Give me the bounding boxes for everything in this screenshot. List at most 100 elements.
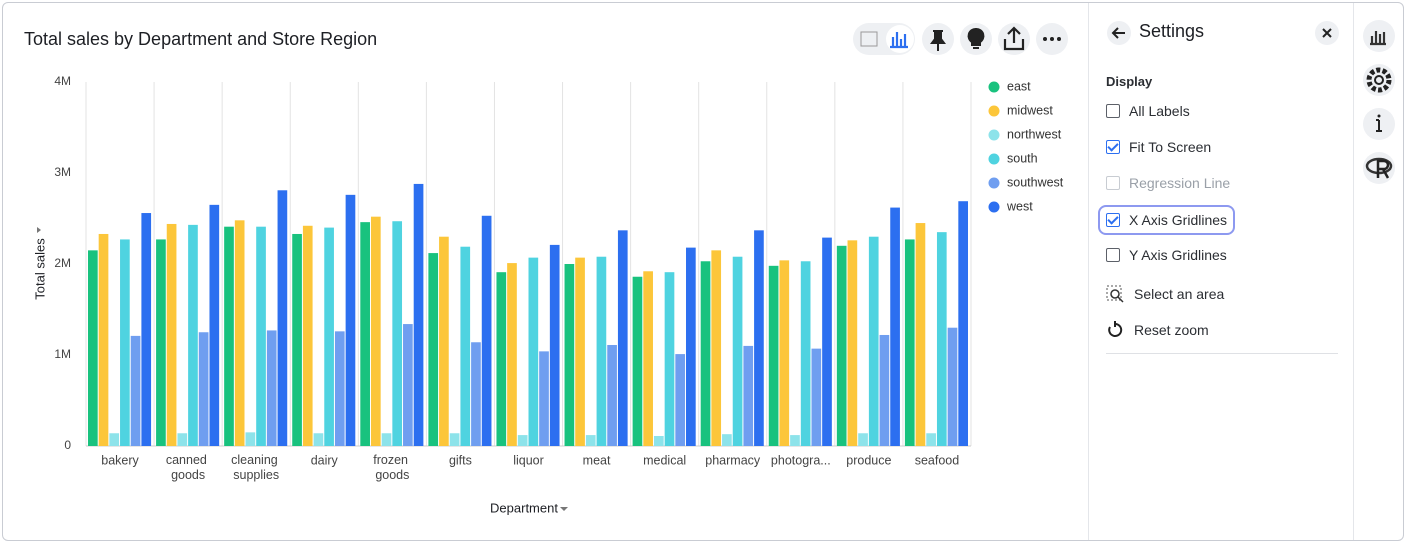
bar <box>653 435 664 446</box>
bar <box>879 334 890 446</box>
bar <box>836 245 847 446</box>
bar <box>370 216 381 446</box>
bar <box>743 345 754 446</box>
y-tick-label: 0 <box>64 438 71 452</box>
checkbox[interactable] <box>1106 104 1120 118</box>
bar <box>632 276 643 446</box>
bar <box>947 327 958 446</box>
option-label: Fit To Screen <box>1129 139 1212 155</box>
bar <box>904 239 915 446</box>
chart-title: Total sales by Department and Store Regi… <box>24 29 377 49</box>
bar <box>413 183 424 447</box>
checkbox[interactable] <box>1106 213 1120 227</box>
select-area[interactable]: Select an area <box>1106 282 1224 306</box>
checkbox[interactable] <box>1106 140 1120 154</box>
bar <box>549 244 560 446</box>
bar <box>496 272 507 446</box>
bar <box>800 261 811 446</box>
bar <box>245 432 256 446</box>
bar <box>675 354 686 446</box>
bar <box>141 213 152 446</box>
legend-label: south <box>1007 151 1038 165</box>
bar <box>575 257 585 446</box>
bar <box>209 204 220 446</box>
x-tick-label: frozen goods <box>373 453 411 482</box>
bar <box>428 253 439 446</box>
option-label: X Axis Gridlines <box>1129 212 1228 228</box>
bar <box>664 272 675 446</box>
panel-title: Settings <box>1139 21 1205 41</box>
bar <box>98 233 109 446</box>
pin-icon <box>930 30 946 51</box>
bar <box>302 225 313 446</box>
panel-header <box>1107 21 1339 45</box>
option[interactable]: X Axis Gridlines <box>1097 205 1236 235</box>
x-tick-label: bakery <box>101 453 139 467</box>
bar <box>686 247 696 446</box>
legend-label: midwest <box>1007 103 1053 117</box>
option[interactable]: All Labels <box>1106 99 1190 123</box>
share-icon <box>1003 26 1025 51</box>
dropdown-caret <box>37 227 41 233</box>
x-tick-label: cleaning supplies <box>231 453 281 482</box>
chart-icon <box>890 32 908 49</box>
y-tick-label: 3M <box>54 165 71 179</box>
side-rail <box>1353 3 1403 540</box>
bar <box>460 246 471 446</box>
bar <box>926 433 936 446</box>
option[interactable]: Fit To Screen <box>1106 135 1211 159</box>
bar <box>890 207 900 446</box>
y-axis-label[interactable]: Total sales <box>32 238 47 300</box>
reset-zoom[interactable]: Reset zoom <box>1106 318 1209 342</box>
bar <box>858 433 868 446</box>
option-label: Regression Line <box>1129 175 1231 191</box>
bar <box>915 223 926 446</box>
x-axis-label[interactable]: Department <box>490 500 558 515</box>
checkbox[interactable] <box>1106 248 1120 262</box>
bar <box>234 220 245 446</box>
table-icon <box>860 31 878 47</box>
bar <box>188 224 198 446</box>
dot <box>1043 37 1047 41</box>
legend-marker <box>988 129 1000 141</box>
chart-icon <box>1370 31 1386 46</box>
bar <box>277 190 288 446</box>
bar <box>392 221 403 446</box>
option-label: All Labels <box>1129 103 1190 119</box>
back-icon <box>1111 27 1125 39</box>
bar <box>166 223 177 446</box>
action-label: Reset zoom <box>1134 322 1209 338</box>
legend-marker <box>988 81 1000 93</box>
bar <box>88 250 98 446</box>
close-icon <box>1322 28 1332 38</box>
info-dot <box>1377 114 1381 118</box>
bar <box>596 256 607 446</box>
bar <box>224 226 234 446</box>
bar <box>120 239 130 446</box>
option: Regression Line <box>1106 171 1230 195</box>
bar <box>403 324 413 446</box>
bar <box>700 261 711 446</box>
bar <box>313 433 324 446</box>
option[interactable]: Y Axis Gridlines <box>1106 243 1227 267</box>
bar <box>449 433 460 446</box>
legend-marker <box>988 201 1000 213</box>
bar <box>564 264 575 446</box>
bar <box>109 433 120 446</box>
bar <box>958 201 968 446</box>
bar <box>507 263 517 446</box>
bar <box>779 260 790 446</box>
bar <box>381 433 392 446</box>
bar <box>811 348 822 446</box>
bar <box>722 434 732 446</box>
legend-label: northwest <box>1007 127 1062 141</box>
bar <box>324 227 334 446</box>
bar <box>790 435 800 446</box>
divider <box>1106 353 1338 354</box>
x-tick-label: seafood <box>915 453 960 467</box>
x-tick-label: pharmacy <box>705 453 761 467</box>
reset-icon <box>1108 321 1123 337</box>
bar <box>177 433 188 446</box>
gear-center <box>1374 75 1384 85</box>
